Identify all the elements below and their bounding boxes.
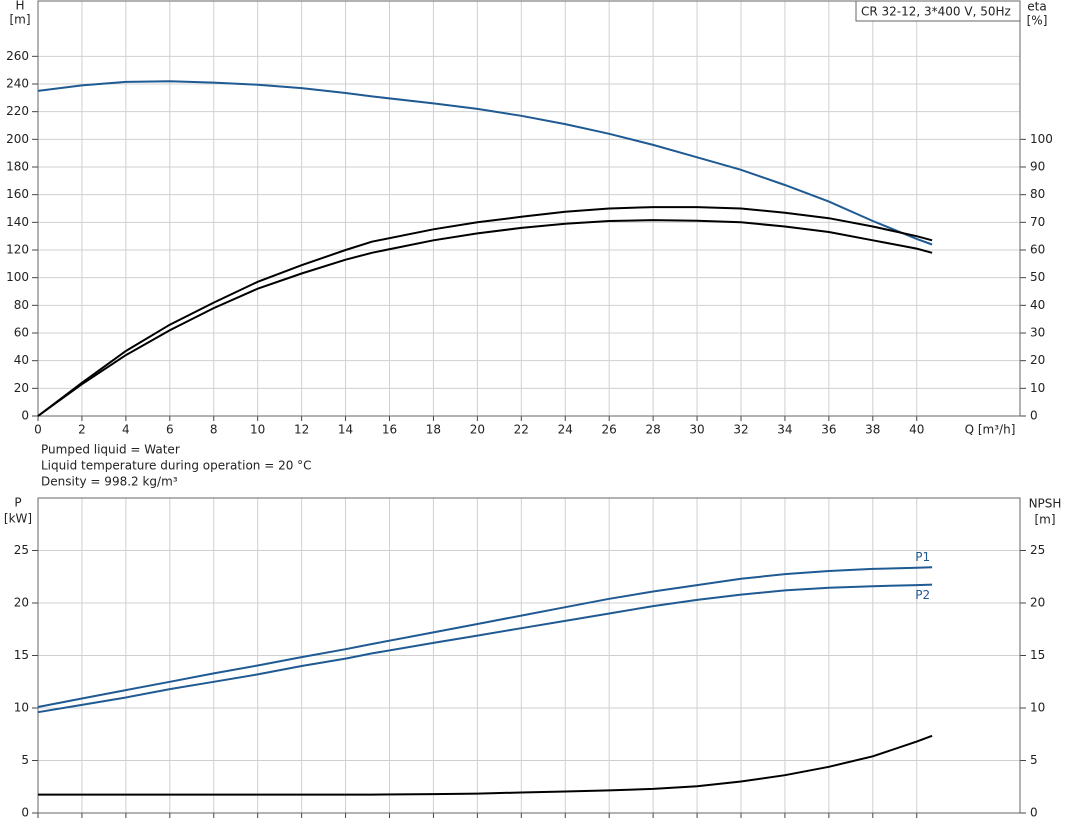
y-axis-label: P (14, 496, 21, 510)
y-tick-label: 20 (14, 381, 29, 395)
y2-tick-label: 0 (1030, 409, 1038, 423)
curve (37, 80, 933, 246)
x-tick-label: 18 (426, 423, 441, 437)
y-tick-label: 0 (21, 409, 29, 423)
y-tick-label: 40 (14, 353, 29, 367)
y2-axis-label: NPSH (1029, 497, 1062, 511)
y-tick-label: 5 (21, 753, 29, 767)
y-tick-label: 0 (21, 806, 29, 820)
y2-tick-label: 40 (1030, 298, 1045, 312)
x-tick-label: 24 (558, 423, 573, 437)
y2-tick-label: 20 (1030, 596, 1045, 610)
y-tick-label: 25 (14, 543, 29, 557)
x-tick-label: 30 (689, 423, 704, 437)
series-label: P2 (915, 588, 930, 602)
y-tick-label: 120 (6, 243, 29, 257)
y-tick-label: 160 (6, 187, 29, 201)
x-axis-label: Q [m³/h] (965, 423, 1016, 437)
y2-tick-label: 50 (1030, 270, 1045, 284)
note: Pumped liquid = Water (41, 443, 180, 457)
y-tick-label: 20 (14, 596, 29, 610)
note: Density = 998.2 kg/m³ (41, 475, 178, 489)
y2-tick-label: 25 (1030, 543, 1045, 557)
y2-tick-label: 0 (1030, 806, 1038, 820)
x-tick-label: 14 (338, 423, 353, 437)
curve (37, 566, 933, 708)
x-tick-label: 32 (733, 423, 748, 437)
y-axis-label: H (15, 0, 24, 13)
y-tick-label: 100 (6, 270, 29, 284)
series-label: P1 (915, 550, 930, 564)
curve (37, 219, 933, 417)
x-tick-label: 6 (166, 423, 174, 437)
x-tick-label: 28 (645, 423, 660, 437)
y-tick-label: 180 (6, 160, 29, 174)
y-tick-label: 15 (14, 648, 29, 662)
y-tick-label: 260 (6, 49, 29, 63)
x-tick-label: 8 (210, 423, 218, 437)
title-box (855, 0, 1021, 22)
y-tick-label: 140 (6, 215, 29, 229)
y-tick-label: 10 (14, 701, 29, 715)
x-tick-label: 10 (250, 423, 265, 437)
y2-tick-label: 10 (1030, 701, 1045, 715)
y2-tick-label: 20 (1030, 353, 1045, 367)
x-tick-label: 12 (294, 423, 309, 437)
x-tick-label: 38 (865, 423, 880, 437)
y-tick-label: 80 (14, 298, 29, 312)
x-tick-label: 26 (602, 423, 617, 437)
curve (37, 206, 933, 417)
y2-tick-label: 30 (1030, 326, 1045, 340)
y-tick-label: 60 (14, 326, 29, 340)
y2-tick-label: 10 (1030, 381, 1045, 395)
x-tick-label: 40 (909, 423, 924, 437)
x-tick-label: 16 (382, 423, 397, 437)
curve (37, 583, 933, 714)
y2-tick-label: 100 (1030, 132, 1053, 146)
x-tick-label: 4 (122, 423, 130, 437)
y-axis-unit: [kW] (4, 512, 32, 526)
y-tick-label: 200 (6, 132, 29, 146)
y-tick-label: 240 (6, 77, 29, 91)
plot-frame (37, 0, 1021, 417)
x-tick-label: 0 (34, 423, 42, 437)
note: Liquid temperature during operation = 20… (41, 459, 312, 473)
y2-axis-unit: [%] (1027, 14, 1048, 28)
y2-tick-label: 80 (1030, 187, 1045, 201)
plot-frame (37, 497, 1021, 814)
y2-tick-label: 70 (1030, 215, 1045, 229)
y2-tick-label: 5 (1030, 753, 1038, 767)
y2-tick-label: 15 (1030, 648, 1045, 662)
chart-title: CR 32-12, 3*400 V, 50Hz (861, 5, 1011, 19)
x-tick-label: 20 (470, 423, 485, 437)
x-tick-label: 2 (78, 423, 86, 437)
x-tick-label: 36 (821, 423, 836, 437)
y2-tick-label: 60 (1030, 243, 1045, 257)
x-tick-label: 22 (514, 423, 529, 437)
y2-axis-label: eta (1027, 0, 1046, 14)
x-tick-label: 34 (777, 423, 792, 437)
y2-axis-unit: [m] (1034, 513, 1055, 527)
curve (38, 734, 933, 796)
y2-tick-label: 90 (1030, 160, 1045, 174)
y-axis-unit: [m] (9, 13, 30, 27)
y-tick-label: 220 (6, 104, 29, 118)
